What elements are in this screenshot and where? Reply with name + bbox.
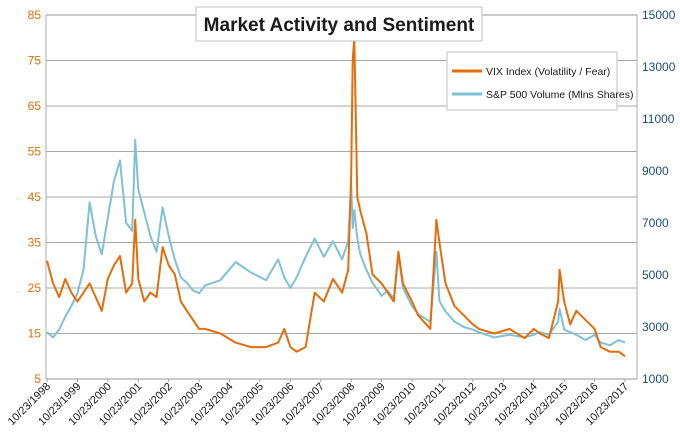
- y-left-tick-label: 75: [28, 54, 42, 68]
- y-left-tick-label: 5: [34, 372, 41, 386]
- y-left-tick-label: 65: [28, 99, 42, 113]
- series-layer: [46, 36, 626, 358]
- legend-box: [446, 51, 618, 111]
- y-left-tick-label: 55: [28, 145, 42, 159]
- y-left-tick-label: 35: [28, 236, 42, 250]
- chart-title: Market Activity and Sentiment: [204, 15, 475, 36]
- y-right-tick-label: 9000: [642, 164, 669, 178]
- y-left-tick-label: 25: [28, 281, 42, 295]
- legend: VIX Index (Volatility / Fear) S&P 500 Vo…: [446, 51, 633, 111]
- title-group: Market Activity and Sentiment: [195, 6, 483, 42]
- y-right-tick-label: 5000: [642, 268, 669, 282]
- y-left-tick-label: 15: [28, 327, 42, 341]
- legend-label-volume: S&P 500 Volume (Mlns Shares): [486, 89, 633, 101]
- y-right-tick-label: 11000: [642, 112, 675, 126]
- y-left-tick-label: 45: [28, 190, 42, 204]
- title-box: [195, 6, 483, 42]
- y-right-tick-label: 7000: [642, 216, 669, 230]
- series-line-volume: [46, 138, 626, 347]
- y-right-tick-label: 13000: [642, 60, 676, 74]
- legend-label-vix: VIX Index (Volatility / Fear): [486, 66, 610, 78]
- y-right-tick-label: 15000: [642, 8, 676, 22]
- y-right-tick-label: 3000: [642, 320, 669, 334]
- y-right-tick-label: 1000: [642, 372, 669, 386]
- y-left-tick-label: 85: [28, 8, 42, 22]
- series-line-vix: [46, 36, 626, 358]
